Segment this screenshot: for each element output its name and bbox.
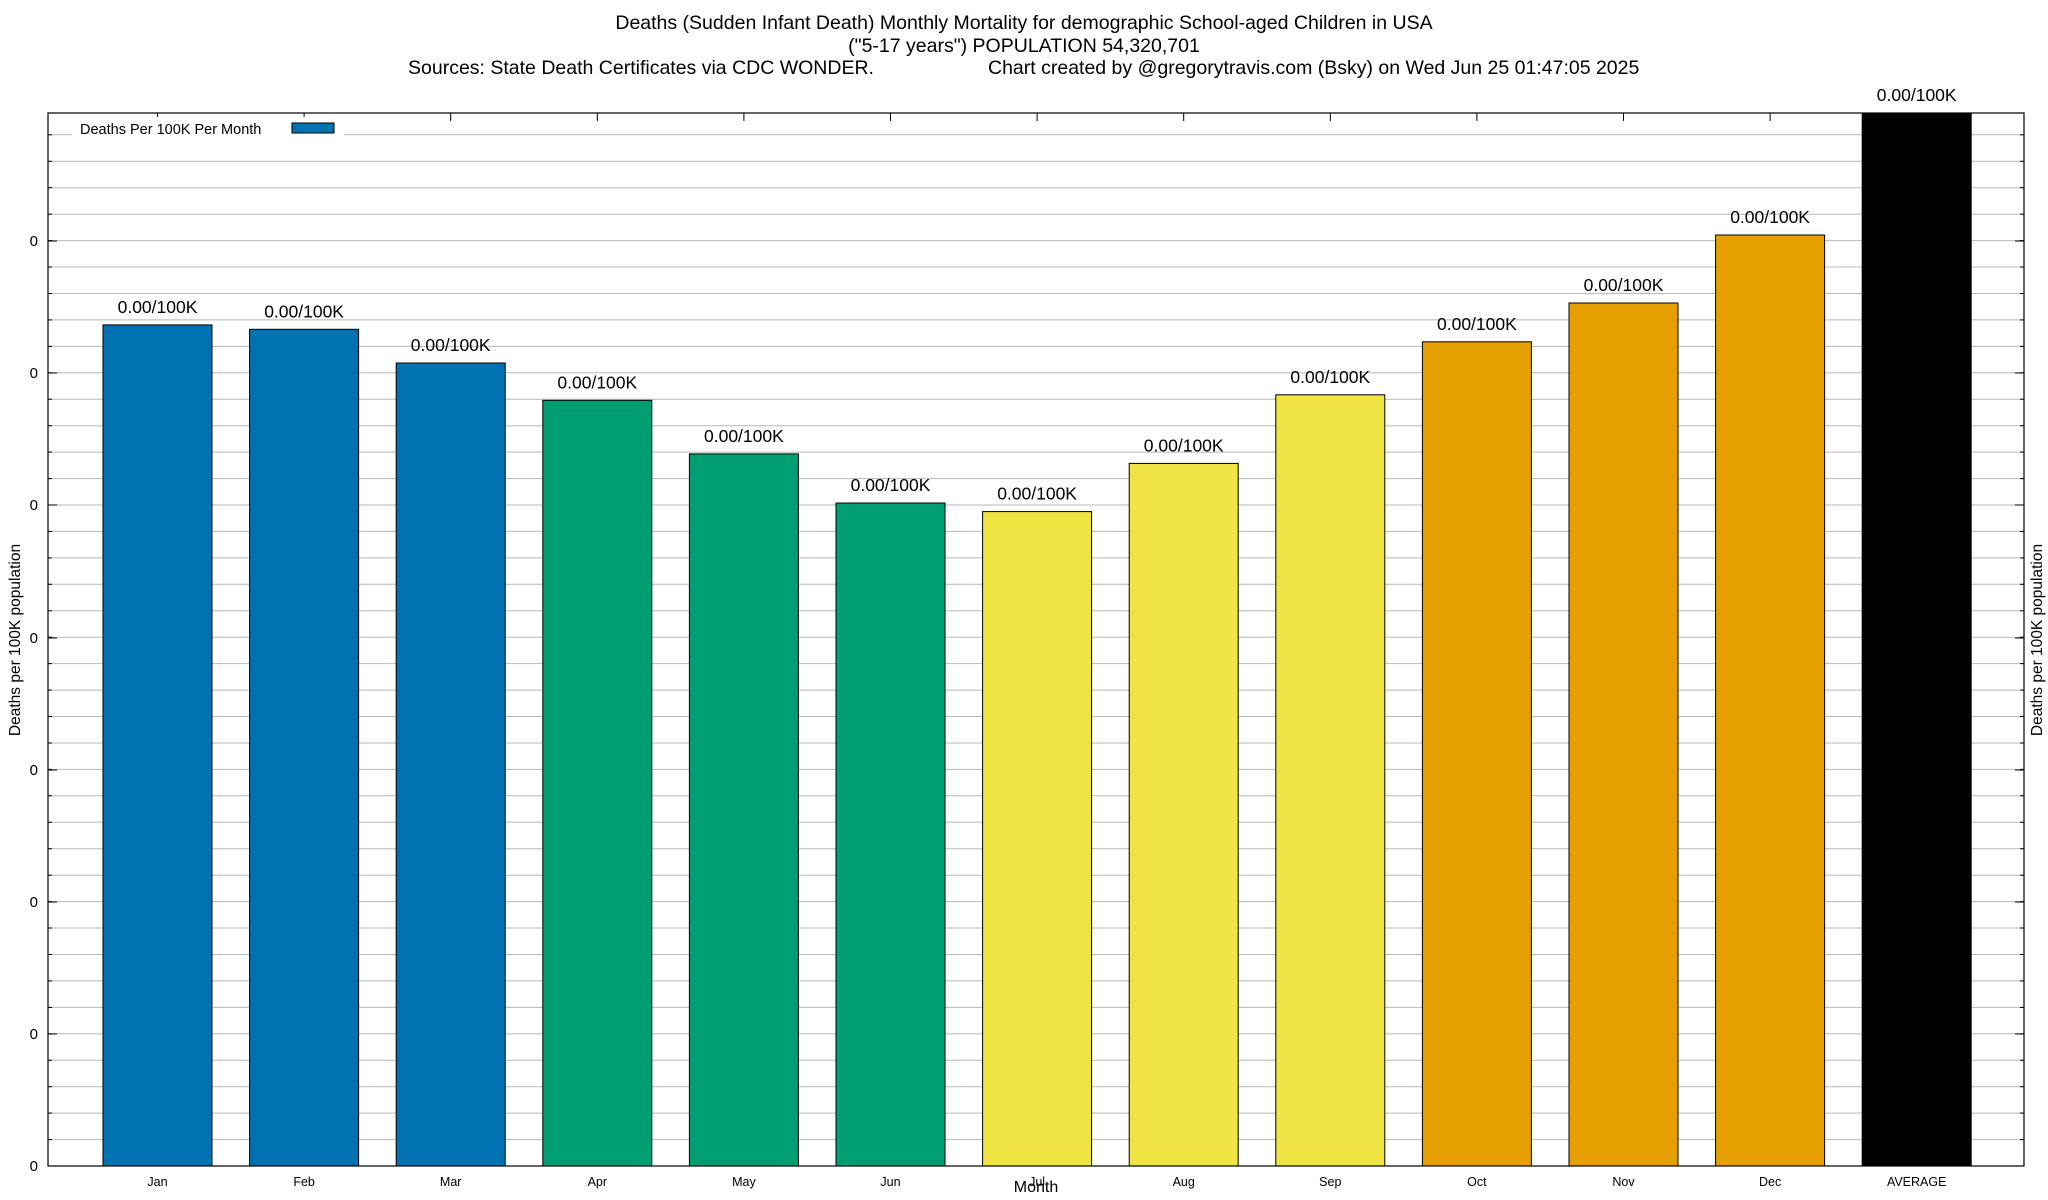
data-label: 0.00/100K (118, 297, 198, 317)
x-tick-label: Nov (1612, 1175, 1635, 1189)
data-label: 0.00/100K (997, 484, 1077, 504)
x-tick-label: Jun (880, 1175, 900, 1189)
bar-dec (1715, 234, 1826, 1167)
bar-oct (1421, 341, 1532, 1167)
y-tick-label: 0 (30, 1026, 38, 1043)
y-tick-label: 0 (30, 497, 38, 514)
data-label: 0.00/100K (704, 426, 784, 446)
y-tick-label: 0 (30, 1158, 38, 1175)
y2-axis-label: Deaths per 100K population (2029, 544, 2046, 736)
bar-may (688, 453, 799, 1167)
y-tick-label: 0 (30, 233, 38, 250)
x-axis-label: Month (1014, 1179, 1058, 1196)
x-tick-label: Sep (1319, 1175, 1341, 1189)
x-tick-label: AVERAGE (1887, 1175, 1947, 1189)
data-label: 0.00/100K (1584, 275, 1664, 295)
x-tick-label: Mar (440, 1175, 462, 1189)
data-label: 0.00/100K (851, 475, 931, 495)
data-label: 0.00/100K (411, 335, 491, 355)
x-tick-label: Jan (147, 1175, 167, 1189)
x-tick-label: Aug (1173, 1175, 1195, 1189)
bar-feb (249, 328, 360, 1167)
bar-jun (835, 502, 946, 1167)
bar-apr (542, 399, 653, 1167)
data-label: 0.00/100K (1877, 85, 1957, 105)
title-line-1: Deaths (Sudden Infant Death) Monthly Mor… (615, 12, 1433, 34)
bar-mar (395, 362, 506, 1167)
bar-sep (1275, 394, 1386, 1167)
bar-jan (102, 324, 213, 1167)
legend: Deaths Per 100K Per Month (72, 117, 344, 141)
bar-average (1861, 112, 1972, 1167)
x-tick-label: Oct (1467, 1175, 1487, 1189)
legend-swatch (291, 122, 335, 134)
bars-layer (102, 112, 1972, 1167)
data-label: 0.00/100K (1437, 314, 1517, 334)
bar-jul (982, 511, 1093, 1167)
plot-frame (47, 112, 2025, 1167)
data-label: 0.00/100K (1290, 367, 1370, 387)
data-label: 0.00/100K (1730, 207, 1810, 227)
y-tick-label: 0 (30, 365, 38, 382)
x-tick-label: Feb (293, 1175, 315, 1189)
x-tick-label: Jul (1029, 1175, 1045, 1189)
bar-nov (1568, 302, 1679, 1167)
x-tick-label: Apr (588, 1175, 607, 1189)
ticks-layer (48, 113, 2024, 1167)
credit-text: Chart created by @gregorytravis.com (Bsk… (988, 57, 1640, 79)
legend-label: Deaths Per 100K Per Month (80, 122, 261, 138)
title-line-2: ("5-17 years") POPULATION 54,320,701 (848, 34, 1200, 57)
data-label: 0.00/100K (1144, 435, 1224, 455)
x-tick-label: Dec (1759, 1175, 1781, 1189)
y-tick-label: 0 (30, 630, 38, 647)
y-axis-label: Deaths per 100K population (7, 544, 24, 736)
sources-text: Sources: State Death Certificates via CD… (408, 57, 874, 79)
data-label: 0.00/100K (264, 301, 344, 321)
y-tick-label: 0 (30, 894, 38, 911)
y-tick-label: 0 (30, 762, 38, 779)
data-label: 0.00/100K (557, 372, 637, 392)
x-tick-label: May (732, 1175, 756, 1189)
bar-aug (1128, 462, 1239, 1167)
labels-layer: 0 0 0 0 0 0 0 0 0.00/100K Jan 0.00/100K Feb 0.00/100… (30, 85, 1957, 1189)
title-line-3: Sources: State Death Certificates via CD… (0, 57, 2048, 80)
chart-title: Deaths (Sudden Infant Death) Monthly Mor… (0, 12, 2048, 80)
